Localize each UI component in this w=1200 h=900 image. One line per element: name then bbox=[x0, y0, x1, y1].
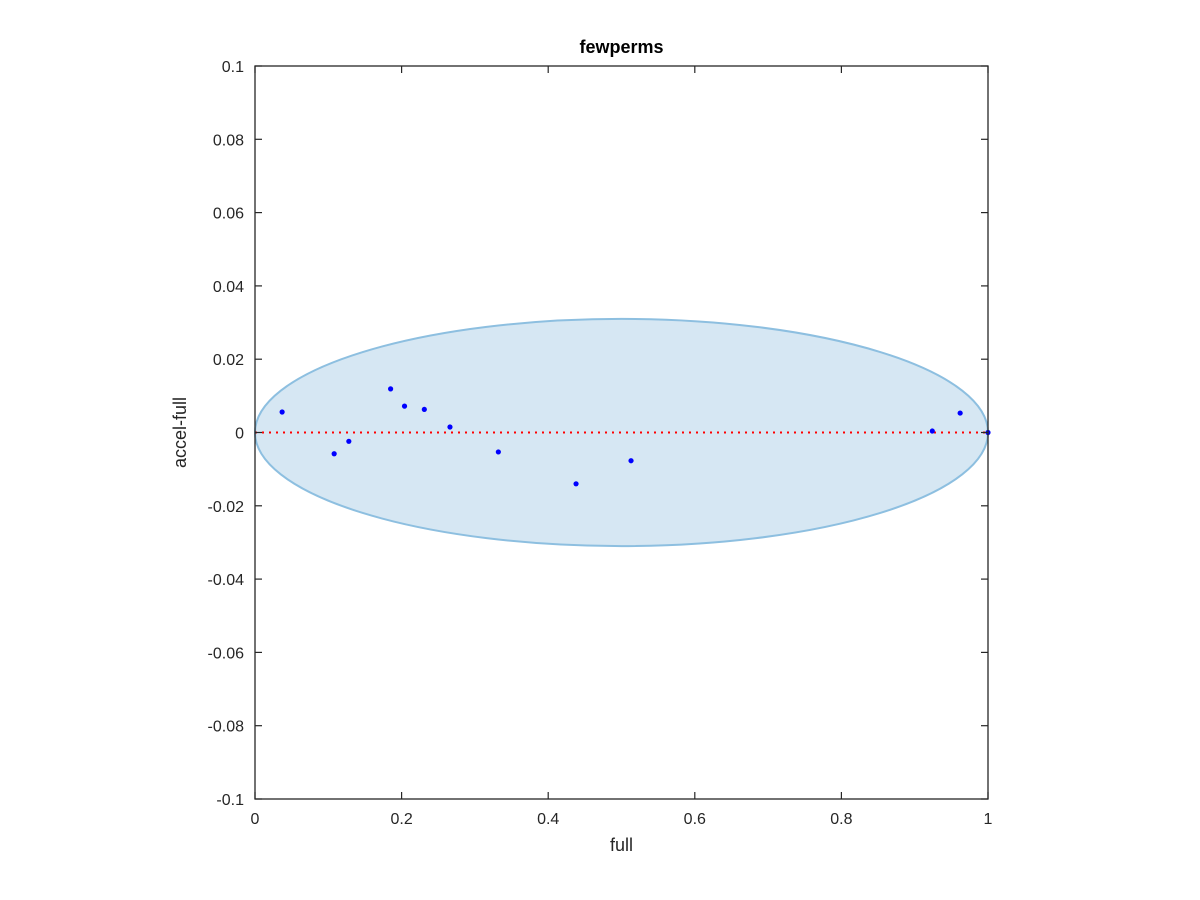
data-point bbox=[628, 458, 634, 464]
data-point bbox=[279, 409, 285, 415]
chart-title: fewperms bbox=[579, 37, 663, 57]
data-point bbox=[346, 438, 352, 444]
x-tick-label: 0 bbox=[251, 811, 260, 828]
data-point bbox=[447, 424, 453, 430]
y-tick-label: -0.08 bbox=[208, 719, 245, 736]
y-axis: 0.1 0.08 0.06 0.04 0.02 0 -0.02 -0.04 -0.06 -0.08… bbox=[208, 59, 988, 809]
data-point bbox=[421, 406, 427, 413]
x-tick-label: 0.2 bbox=[390, 811, 412, 828]
y-tick-label: 0.02 bbox=[213, 352, 244, 369]
y-tick-label: 0 bbox=[235, 426, 244, 443]
data-point bbox=[957, 410, 963, 416]
x-tick-label: 1 bbox=[984, 811, 993, 828]
data-point bbox=[929, 428, 935, 434]
data-point bbox=[388, 386, 394, 392]
y-axis-label: accel-full bbox=[170, 397, 190, 468]
y-tick-label: 0.1 bbox=[222, 59, 244, 76]
y-tick-label: -0.02 bbox=[208, 499, 245, 516]
x-tick-label: 0.8 bbox=[830, 811, 852, 828]
y-tick-label: -0.04 bbox=[208, 572, 245, 589]
x-axis: 0 0.2 0.4 0.6 0.8 1 bbox=[251, 66, 993, 828]
y-tick-label: -0.1 bbox=[216, 792, 244, 809]
y-tick-label: 0.08 bbox=[213, 132, 244, 149]
y-tick-label: -0.06 bbox=[208, 645, 245, 662]
data-point bbox=[495, 449, 501, 455]
plot-area bbox=[254, 317, 991, 548]
x-axis-label: full bbox=[610, 835, 633, 855]
x-tick-label: 0.4 bbox=[537, 811, 559, 828]
y-tick-label: 0.04 bbox=[213, 279, 244, 296]
x-tick-label: 0.6 bbox=[684, 811, 706, 828]
data-point bbox=[401, 403, 408, 409]
data-point bbox=[331, 451, 337, 457]
y-tick-label: 0.06 bbox=[213, 206, 244, 223]
data-point bbox=[573, 481, 579, 487]
